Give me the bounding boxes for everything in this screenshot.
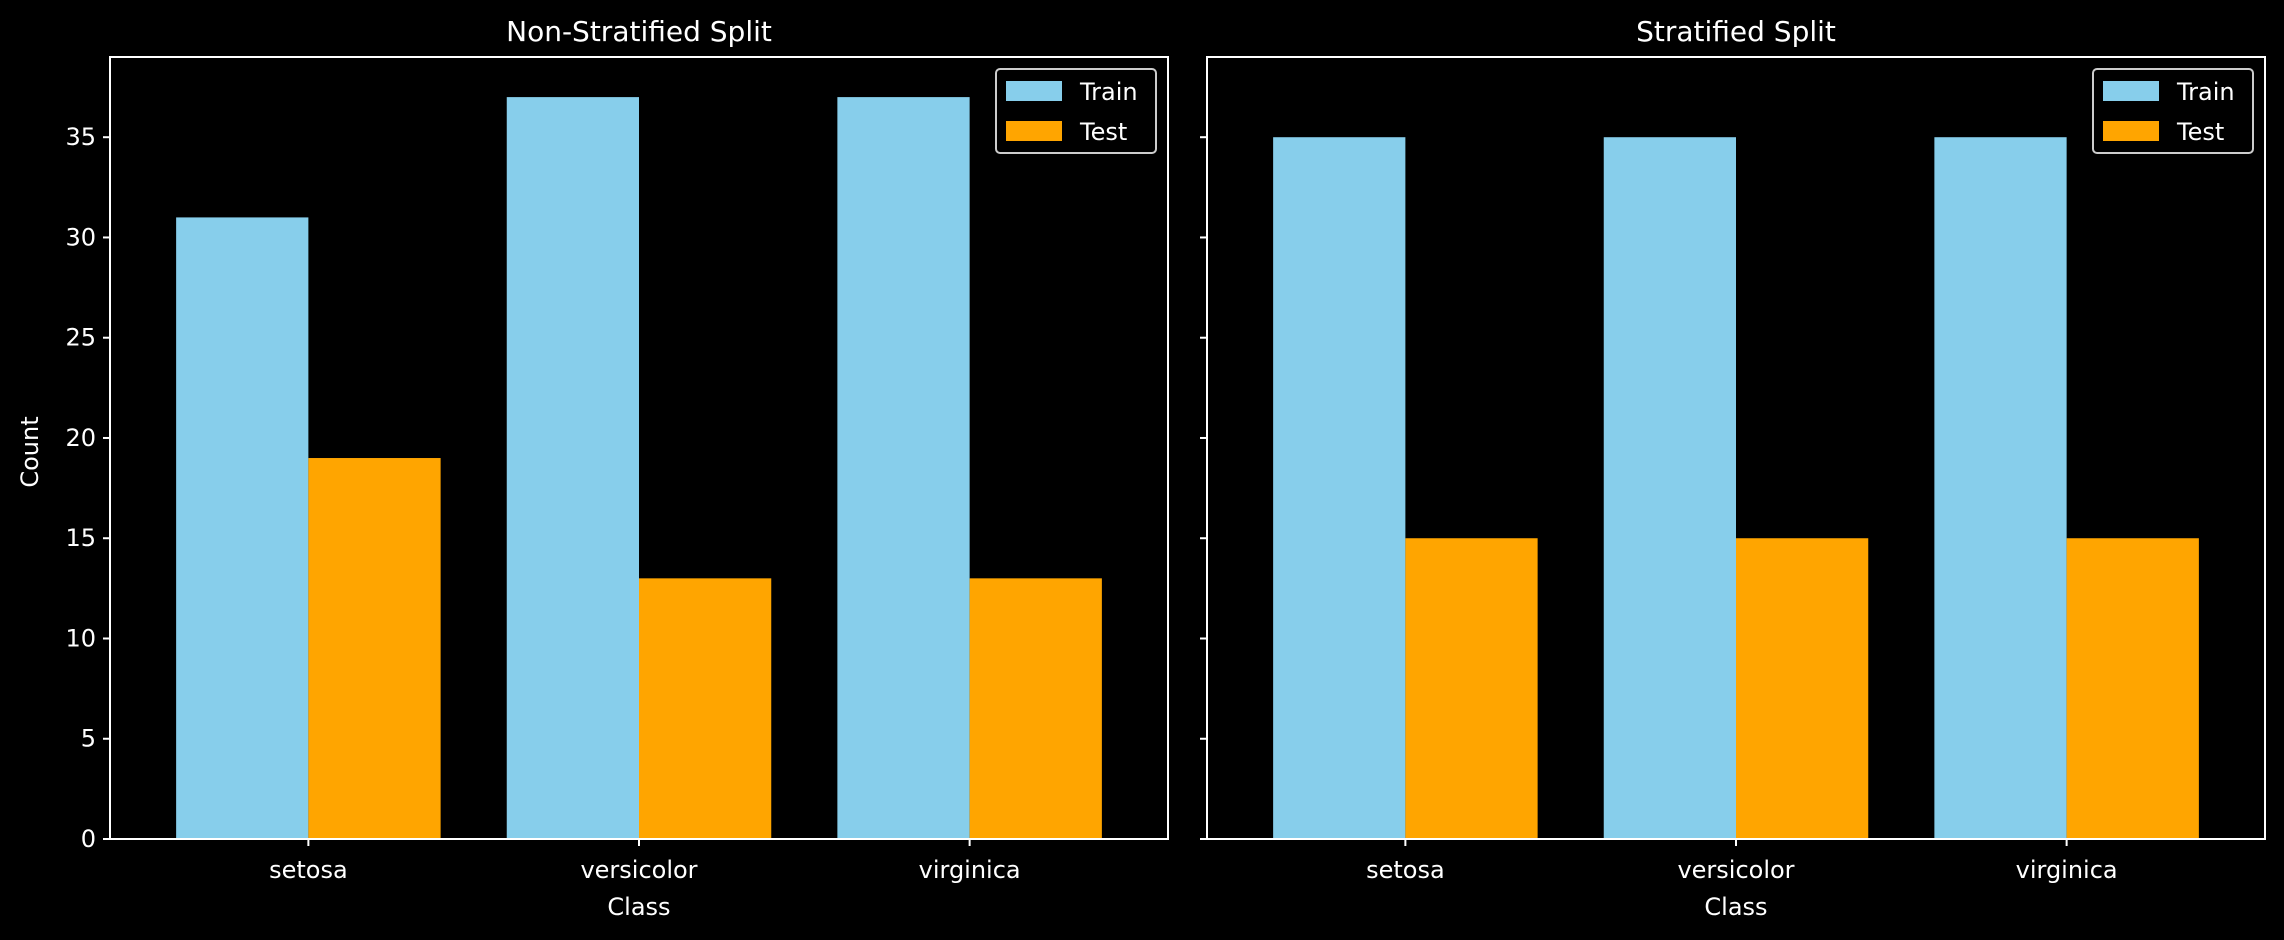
legend-label-test: Test bbox=[1079, 118, 1127, 146]
x-tick-label: virginica bbox=[919, 856, 1021, 884]
bar-train-setosa bbox=[1273, 137, 1406, 839]
bar-test-setosa bbox=[308, 458, 441, 839]
bar-test-setosa bbox=[1405, 538, 1538, 839]
bar-train-versicolor bbox=[506, 97, 639, 840]
y-tick-label: 5 bbox=[81, 725, 96, 753]
x-axis-ticks: setosa versicolor virginica bbox=[269, 839, 1021, 884]
plot-frame bbox=[109, 56, 1169, 840]
y-tick-label: 0 bbox=[81, 825, 96, 853]
chart-panel-non-stratified: Non-Stratified Split 0 5 10 15 20 25 30 35 seto… bbox=[16, 15, 1169, 921]
legend-swatch-test bbox=[2103, 121, 2159, 141]
y-tick-label: 15 bbox=[65, 524, 96, 552]
y-tick-label: 10 bbox=[65, 624, 96, 652]
plot-frame bbox=[1206, 56, 2266, 840]
x-axis-ticks: setosa versicolor virginica bbox=[1366, 839, 2118, 884]
legend-label-train: Train bbox=[1079, 78, 1138, 106]
legend-swatch-train bbox=[1006, 81, 1062, 101]
y-axis-ticks bbox=[1200, 136, 1207, 840]
legend-label-train: Train bbox=[2176, 78, 2235, 106]
y-tick-label: 35 bbox=[65, 123, 96, 151]
x-tick-label: setosa bbox=[1366, 856, 1445, 884]
y-tick-label: 20 bbox=[65, 424, 96, 452]
y-tick-label: 25 bbox=[65, 324, 96, 352]
bar-group bbox=[176, 97, 1102, 840]
y-axis-label: Count bbox=[16, 416, 44, 487]
legend-swatch-test bbox=[1006, 121, 1062, 141]
bar-test-versicolor bbox=[639, 578, 772, 839]
bar-test-virginica bbox=[969, 578, 1102, 839]
legend-label-test: Test bbox=[2176, 118, 2224, 146]
y-axis-ticks: 0 5 10 15 20 25 30 35 bbox=[65, 123, 110, 853]
legend-swatch-train bbox=[2103, 81, 2159, 101]
legend: Train Test bbox=[995, 68, 1157, 154]
chart-title: Non-Stratified Split bbox=[506, 15, 772, 48]
x-tick-label: versicolor bbox=[1677, 856, 1794, 884]
bar-train-virginica bbox=[1934, 137, 2067, 839]
bar-test-virginica bbox=[2066, 538, 2199, 839]
bar-train-versicolor bbox=[1603, 137, 1736, 839]
bar-group bbox=[1273, 137, 2199, 839]
chart-title: Stratified Split bbox=[1636, 15, 1836, 48]
x-axis-label: Class bbox=[1704, 893, 1767, 921]
legend: Train Test bbox=[2092, 68, 2254, 154]
bar-test-versicolor bbox=[1736, 538, 1869, 839]
y-tick-label: 30 bbox=[65, 223, 96, 251]
x-axis-label: Class bbox=[607, 893, 670, 921]
bar-train-virginica bbox=[837, 97, 970, 840]
bar-train-setosa bbox=[176, 217, 309, 839]
x-tick-label: virginica bbox=[2016, 856, 2118, 884]
x-tick-label: versicolor bbox=[580, 856, 697, 884]
chart-panel-stratified: Stratified Split setosa versicolor virgini… bbox=[1200, 15, 2266, 921]
x-tick-label: setosa bbox=[269, 856, 348, 884]
